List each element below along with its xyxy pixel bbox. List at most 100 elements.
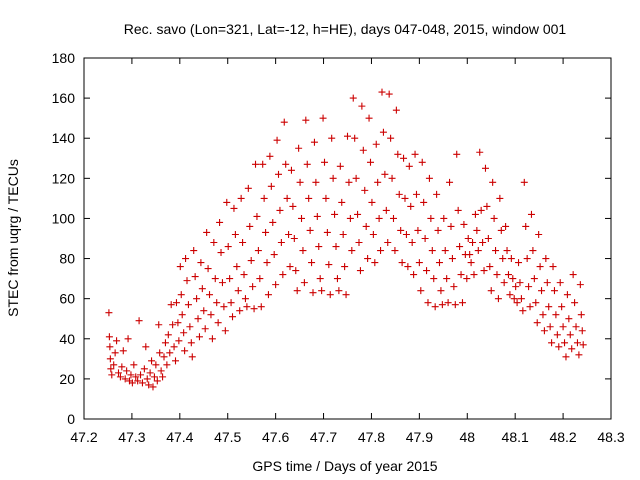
data-point — [381, 170, 389, 178]
data-point — [254, 247, 262, 255]
data-point — [127, 371, 135, 379]
data-point — [548, 339, 556, 347]
x-tick-label: 47.9 — [406, 429, 433, 445]
data-point — [216, 218, 224, 226]
data-point — [565, 315, 573, 323]
data-point — [448, 255, 456, 263]
data-point — [352, 174, 360, 182]
data-point — [247, 257, 255, 265]
data-point — [182, 255, 190, 263]
data-point — [332, 243, 340, 251]
data-point — [197, 259, 205, 267]
data-point — [542, 255, 550, 263]
data-point — [121, 375, 129, 383]
data-point — [358, 102, 366, 110]
data-point — [313, 212, 321, 220]
data-point — [470, 271, 478, 279]
data-point — [550, 287, 558, 295]
data-point — [323, 228, 331, 236]
data-point — [300, 279, 308, 287]
data-point — [275, 170, 283, 178]
y-tick-label: 60 — [59, 291, 75, 307]
data-point — [540, 327, 548, 335]
data-point — [412, 190, 420, 198]
x-tick-label: 47.7 — [310, 429, 337, 445]
data-point — [138, 379, 146, 387]
data-point — [421, 235, 429, 242]
data-point — [389, 214, 397, 222]
data-point — [233, 263, 241, 271]
data-point — [539, 311, 547, 319]
data-point — [467, 259, 475, 267]
data-point — [293, 287, 301, 295]
data-point — [111, 349, 119, 357]
plot-frame — [83, 57, 612, 420]
data-point — [306, 226, 314, 234]
data-point — [211, 275, 219, 283]
data-point — [108, 371, 116, 379]
data-point — [418, 158, 426, 166]
data-point — [404, 263, 412, 271]
data-point — [263, 259, 271, 267]
data-point — [388, 174, 396, 182]
data-point — [128, 379, 136, 387]
y-tick-label: 180 — [52, 50, 76, 66]
data-point — [214, 319, 222, 327]
data-point — [392, 106, 400, 114]
data-point — [169, 321, 177, 329]
data-point — [473, 226, 481, 234]
data-point — [148, 357, 156, 365]
data-point — [525, 283, 533, 291]
data-point — [105, 309, 113, 317]
data-point — [438, 301, 446, 309]
data-point — [244, 184, 252, 192]
data-point — [522, 222, 530, 230]
data-point — [479, 239, 487, 247]
data-point — [464, 235, 472, 242]
data-point — [458, 299, 466, 307]
data-point — [256, 275, 264, 283]
data-point — [369, 230, 377, 238]
data-point — [326, 291, 334, 299]
data-point — [556, 279, 564, 287]
data-point — [303, 160, 311, 168]
data-point — [477, 206, 485, 214]
data-point — [170, 343, 178, 351]
data-point — [177, 291, 185, 299]
data-point — [299, 247, 307, 255]
data-point — [130, 361, 138, 369]
data-point — [184, 301, 192, 309]
data-point — [563, 291, 571, 299]
data-point — [231, 230, 239, 238]
data-point — [434, 226, 442, 234]
data-point — [496, 194, 504, 202]
data-point — [312, 178, 320, 186]
data-point — [198, 285, 206, 293]
data-point — [440, 214, 448, 222]
data-point — [290, 235, 298, 242]
data-point — [266, 152, 274, 160]
data-point — [310, 138, 318, 146]
data-point — [549, 263, 557, 271]
data-point — [226, 275, 234, 283]
y-tick-label: 80 — [59, 251, 75, 267]
data-point — [180, 329, 188, 337]
y-tick-label: 160 — [52, 90, 76, 106]
data-point — [153, 377, 161, 385]
data-point — [423, 267, 431, 275]
data-point — [246, 222, 254, 230]
data-point — [405, 162, 413, 170]
data-point — [572, 323, 580, 331]
data-point — [489, 178, 497, 186]
data-point — [415, 259, 423, 267]
data-point — [555, 343, 563, 351]
data-point — [137, 371, 145, 379]
data-point — [441, 247, 449, 255]
data-point — [398, 259, 406, 267]
data-point — [483, 202, 491, 210]
data-point — [186, 323, 194, 331]
data-point — [529, 247, 537, 255]
data-point — [481, 164, 489, 172]
data-point — [359, 146, 367, 154]
data-point — [502, 222, 510, 230]
